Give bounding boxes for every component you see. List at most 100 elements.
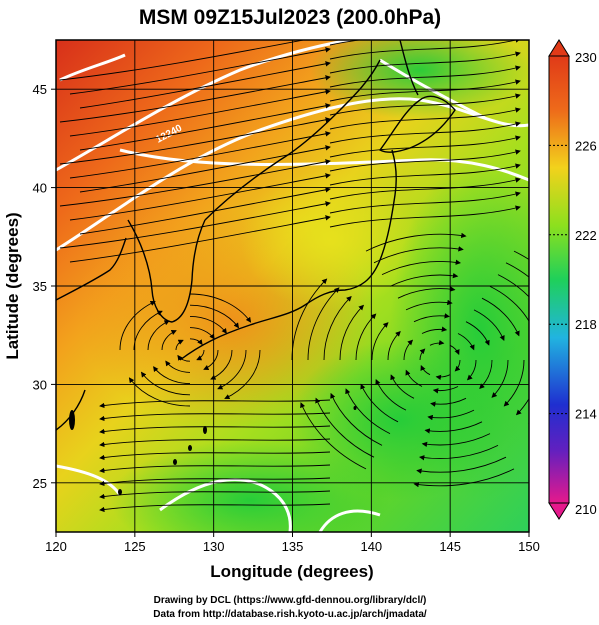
wind-streamline <box>403 339 414 361</box>
wind-streamline <box>465 321 490 346</box>
colorbar: 230 226 222 218 214 210 <box>548 39 597 520</box>
contour-line <box>56 40 351 172</box>
wind-streamline <box>329 135 521 158</box>
x-tick-label: 135 <box>282 539 304 554</box>
colorbar-bar <box>548 55 570 504</box>
contour-line <box>56 464 122 496</box>
wind-streamline <box>175 339 184 351</box>
colorbar-min-triangle <box>548 502 570 520</box>
wind-streamline <box>59 159 331 207</box>
contour-line <box>56 97 529 252</box>
wind-streamline <box>99 477 331 487</box>
wind-streamline <box>390 374 415 399</box>
wind-streamline <box>329 163 521 186</box>
wind-streamline <box>69 47 331 95</box>
coastline-korea <box>127 219 206 323</box>
wind-streamline <box>217 349 247 390</box>
island <box>203 426 207 434</box>
wind-streamline <box>427 409 475 421</box>
coastline-russia <box>204 59 381 221</box>
wind-streamline <box>329 205 521 228</box>
wind-streamline <box>375 378 407 411</box>
wind-streamline <box>329 79 521 102</box>
wind-streamline <box>381 259 461 276</box>
contour-line <box>379 58 486 120</box>
wind-streamline <box>373 246 464 264</box>
wind-streamline <box>165 360 191 373</box>
wind-streamline <box>457 333 475 351</box>
wind-streamline <box>329 107 521 130</box>
wind-streamline <box>405 369 423 387</box>
x-tick-label: 145 <box>439 539 461 554</box>
contour-line <box>318 509 381 532</box>
wind-streamline <box>421 326 448 334</box>
y-tick-label: 25 <box>33 476 47 491</box>
wind-streamline <box>69 173 331 221</box>
wind-streamline <box>99 399 331 409</box>
wind-streamline <box>189 304 240 329</box>
contour-line <box>59 53 126 82</box>
wind-streamline <box>416 456 507 474</box>
wind-streamline <box>69 215 331 263</box>
wind-streamline <box>140 371 191 396</box>
x-tick-label: 150 <box>518 539 540 554</box>
x-tick-label: 130 <box>203 539 225 554</box>
x-tick-label: 125 <box>124 539 146 554</box>
islands <box>69 406 357 495</box>
wind-streamline <box>99 438 331 448</box>
colorbar-ticks: 230 226 222 218 214 210 <box>549 50 597 517</box>
wind-streamline <box>99 412 331 422</box>
island <box>353 406 357 410</box>
wind-streamline <box>128 377 191 407</box>
coastline-china <box>56 237 127 301</box>
colorbar-tick-label: 226 <box>575 138 597 153</box>
wind-streamline <box>59 75 331 123</box>
colorbar-tick-label: 222 <box>575 228 597 243</box>
wind-streamline <box>481 297 520 337</box>
wind-streamline <box>79 187 331 235</box>
wind-streamline <box>329 51 521 74</box>
wind-streamline <box>329 177 521 200</box>
wind-streamline <box>147 320 170 351</box>
x-tick-label: 120 <box>45 539 67 554</box>
wind-streamline <box>491 359 509 398</box>
wind-streamline <box>430 397 467 407</box>
wind-streamline <box>99 490 331 500</box>
map-plot: 12240 <box>56 40 529 532</box>
island <box>118 489 122 495</box>
wind-streamline <box>329 149 521 172</box>
wind-streamline <box>224 349 261 400</box>
cool-region-pacific <box>290 340 510 500</box>
wind-streamline <box>365 232 467 252</box>
wind-streamline <box>79 103 331 151</box>
credit-line-2: Data from http://database.rish.kyoto-u.a… <box>153 609 427 620</box>
wind-streamline <box>413 468 515 488</box>
wind-streamline <box>329 93 521 116</box>
wind-streamline <box>413 313 450 323</box>
wind-streamline <box>329 65 521 88</box>
wind-streamline <box>315 397 375 458</box>
wind-streamline <box>119 300 156 351</box>
island <box>69 410 75 430</box>
wind-streamline <box>69 89 331 137</box>
coastlines <box>56 40 456 431</box>
wind-streamline <box>345 388 391 435</box>
wind-streamline <box>99 503 331 513</box>
coastline-hokkaido <box>378 95 456 153</box>
wind-streamline <box>473 309 505 342</box>
lat-lon-grid <box>56 40 529 532</box>
wind-streamline <box>329 40 521 60</box>
coastline-china-south <box>56 389 86 431</box>
coastline-japan <box>179 149 397 361</box>
wind-streamline <box>189 315 227 334</box>
wind-streamline <box>300 402 367 470</box>
colorbar-tick-label: 218 <box>575 317 597 332</box>
colorbar-tick-label: 230 <box>575 50 597 65</box>
wind-streamline <box>189 327 215 340</box>
wind-streamline <box>405 299 453 311</box>
wind-streamline <box>323 295 352 361</box>
wind-streamline <box>466 359 477 381</box>
wind-streamline <box>99 425 331 435</box>
wind-streamline <box>189 338 203 346</box>
colorbar-max-triangle <box>548 39 570 57</box>
